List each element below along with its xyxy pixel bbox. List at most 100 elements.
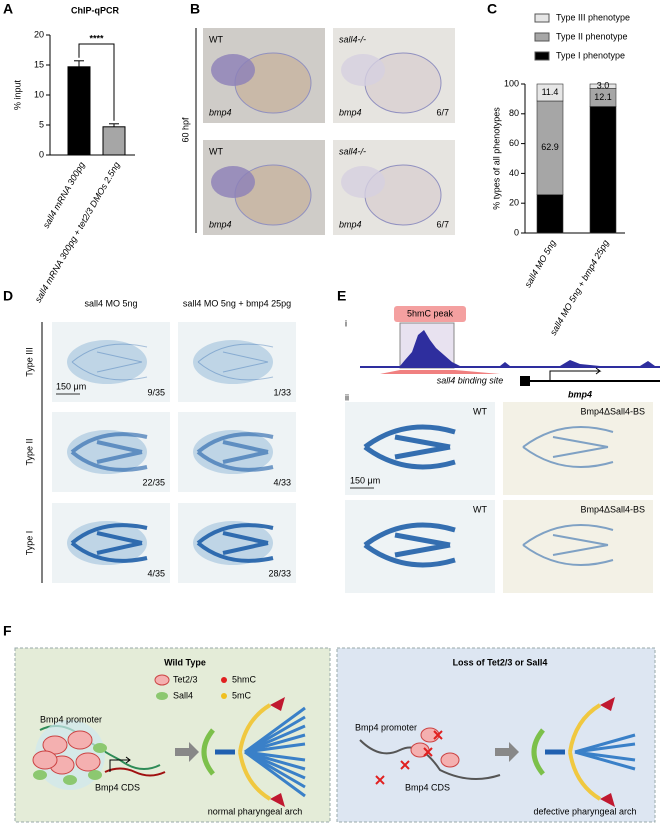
promoter-label: Bmp4 promoter [355, 722, 417, 732]
binding-site-label: sall4 binding site [437, 375, 504, 385]
tss-arrow [109, 756, 131, 772]
x-tick-label: sall4 mRNA 300pg + tet2/3 DMOs 2.5ng [33, 160, 122, 304]
legend-label: Sall4 [173, 690, 193, 700]
arch-yellow [238, 703, 272, 801]
cartilage-shape [71, 343, 148, 381]
x-tick-label: sall4 MO 5ng [523, 238, 558, 289]
arch-green [531, 728, 545, 776]
tet-protein [32, 750, 58, 770]
panel-letter: D [3, 288, 13, 304]
sall4-protein [93, 743, 107, 753]
arch-yellow [568, 703, 602, 801]
exon [520, 376, 530, 386]
y-axis-label: % types of all phenotypes [491, 107, 501, 210]
sall4-protein [33, 770, 47, 780]
peak-tag [394, 306, 466, 322]
genotype: sall4-/- [339, 34, 366, 44]
y-tick-label: 40 [509, 168, 519, 178]
y-axis-label: % input [12, 79, 22, 110]
genotype: Bmp4ΔSall4-BS [580, 504, 645, 514]
genotype: Bmp4ΔSall4-BS [580, 406, 645, 416]
arch-bar [574, 733, 636, 771]
legend-label: Type I phenotype [556, 50, 625, 60]
tet-icon [154, 674, 170, 686]
cartilage-shape [522, 426, 614, 468]
tet-protein [440, 752, 460, 768]
y-tick-label: 20 [509, 198, 519, 208]
ratio: 22/35 [142, 477, 165, 487]
cartilage-image [503, 500, 653, 593]
bar-segment [589, 83, 617, 89]
cross [400, 760, 410, 770]
genotype: WT [473, 504, 487, 514]
x-tick-label: sall4 MO 5ng + bmp4 25pg [548, 238, 611, 337]
y-tick-label: 60 [509, 138, 519, 148]
sall4-protein [88, 770, 102, 780]
embryo-head [211, 54, 255, 86]
cds-label: Bmp4 CDS [405, 782, 450, 792]
panel-letter: E [337, 288, 346, 304]
legend-label: Type III phenotype [556, 12, 630, 22]
value-label: 84.9 [594, 164, 612, 174]
ratio: 28/33 [268, 568, 291, 578]
gene-label: bmp4 [568, 389, 592, 399]
legend-label: 5hmC [232, 674, 257, 684]
hmc-icon [221, 677, 227, 683]
sall4-icon [156, 692, 168, 700]
probe: bmp4 [209, 219, 232, 229]
significance: **** [89, 33, 104, 43]
binding-site [380, 370, 500, 374]
promoter-label: Bmp4 promoter [40, 714, 102, 724]
bar-segment [536, 83, 564, 102]
value-label: 25.7 [541, 208, 559, 218]
outcome-label: defective pharyngeal arch [533, 806, 636, 816]
cartilage-shape [197, 343, 274, 381]
probe: bmp4 [209, 107, 232, 117]
cartilage-shape [363, 522, 456, 568]
cartilage-stain [67, 340, 147, 384]
genotype: WT [209, 146, 223, 156]
tet-protein [420, 727, 440, 743]
cartilage-shape [522, 524, 614, 566]
sub-label: ii [345, 392, 349, 402]
embryo-head [341, 54, 385, 86]
bar-segment [536, 194, 564, 234]
arch-bar [244, 706, 306, 798]
probe: bmp4 [339, 219, 362, 229]
row-label: Type III [24, 347, 34, 377]
significance-bracket [78, 43, 115, 121]
cross [433, 730, 443, 740]
cross [423, 747, 433, 757]
ratio: 1/33 [273, 387, 291, 397]
y-tick-label: 5 [39, 119, 44, 129]
sall4-protein [63, 775, 77, 785]
column-header: sall4 MO 5ng [84, 298, 137, 308]
box-title: Loss of Tet2/3 or Sall4 [453, 657, 548, 667]
column-header: sall4 MO 5ng + bmp4 25pg [183, 298, 291, 308]
tet-protein [67, 730, 93, 750]
ratio: 4/33 [273, 477, 291, 487]
value-label: 62.9 [541, 142, 559, 152]
cartilage-image [503, 402, 653, 495]
cds [104, 767, 166, 777]
outcome-label: normal pharyngeal arch [208, 806, 303, 816]
cartilage-stain [193, 340, 273, 384]
bar [67, 66, 91, 156]
mc-icon [221, 693, 227, 699]
process-arrow [495, 742, 519, 762]
ratio: 4/35 [147, 568, 165, 578]
row-label: Type I [24, 531, 34, 556]
genotype: sall4-/- [339, 146, 366, 156]
bar-segment [536, 100, 564, 196]
scale-bar-label: 150 μm [56, 381, 86, 391]
y-tick-label: 0 [39, 149, 44, 159]
legend-swatch [534, 13, 550, 23]
cartilage-shape [70, 523, 148, 563]
chart-title: ChIP-qPCR [71, 5, 119, 15]
legend-label: 5mC [232, 690, 252, 700]
tss-arrow [549, 367, 602, 381]
panel-letter: F [3, 623, 12, 639]
cartilage-shape [363, 424, 456, 470]
y-tick-label: 80 [509, 108, 519, 118]
